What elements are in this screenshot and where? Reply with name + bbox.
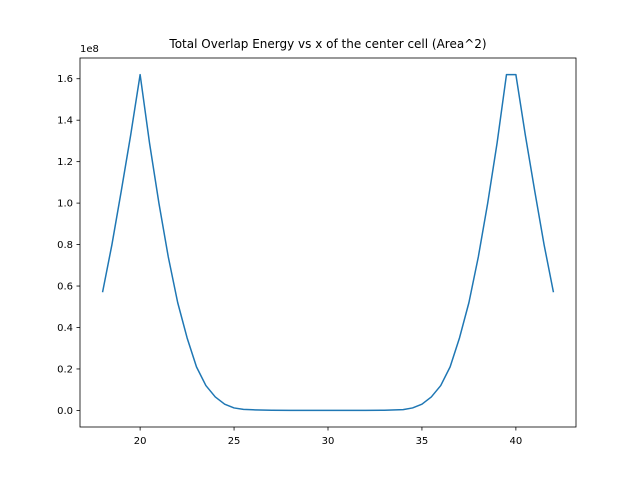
y-tick-label: 0.2 xyxy=(57,364,73,375)
x-tick-label: 40 xyxy=(510,436,523,447)
chart-title: Total Overlap Energy vs x of the center … xyxy=(168,37,486,51)
x-tick-label: 25 xyxy=(228,436,241,447)
y-tick-label: 0.6 xyxy=(57,282,73,293)
x-tick-label: 30 xyxy=(322,436,335,447)
series-line-0 xyxy=(101,73,555,412)
y-axis-offset-label: 1e8 xyxy=(80,44,99,55)
axes: 20 25 30 35 40 0.0 0.2 0.4 0.6 0.8 1.0 1.2 1.4 1.6 xyxy=(57,57,577,447)
x-tick-label: 20 xyxy=(134,436,147,447)
y-tick-label: 1.6 xyxy=(57,74,73,85)
y-tick-label: 1.4 xyxy=(57,116,73,127)
y-tick-label: 1.0 xyxy=(57,199,73,210)
plot-area xyxy=(101,73,555,412)
y-tick-label: 0.0 xyxy=(57,406,73,417)
y-tick-label: 0.8 xyxy=(57,240,73,251)
y-tick-label: 1.2 xyxy=(57,157,73,168)
x-tick-label: 35 xyxy=(416,436,429,447)
y-tick-label: 0.4 xyxy=(57,323,73,334)
